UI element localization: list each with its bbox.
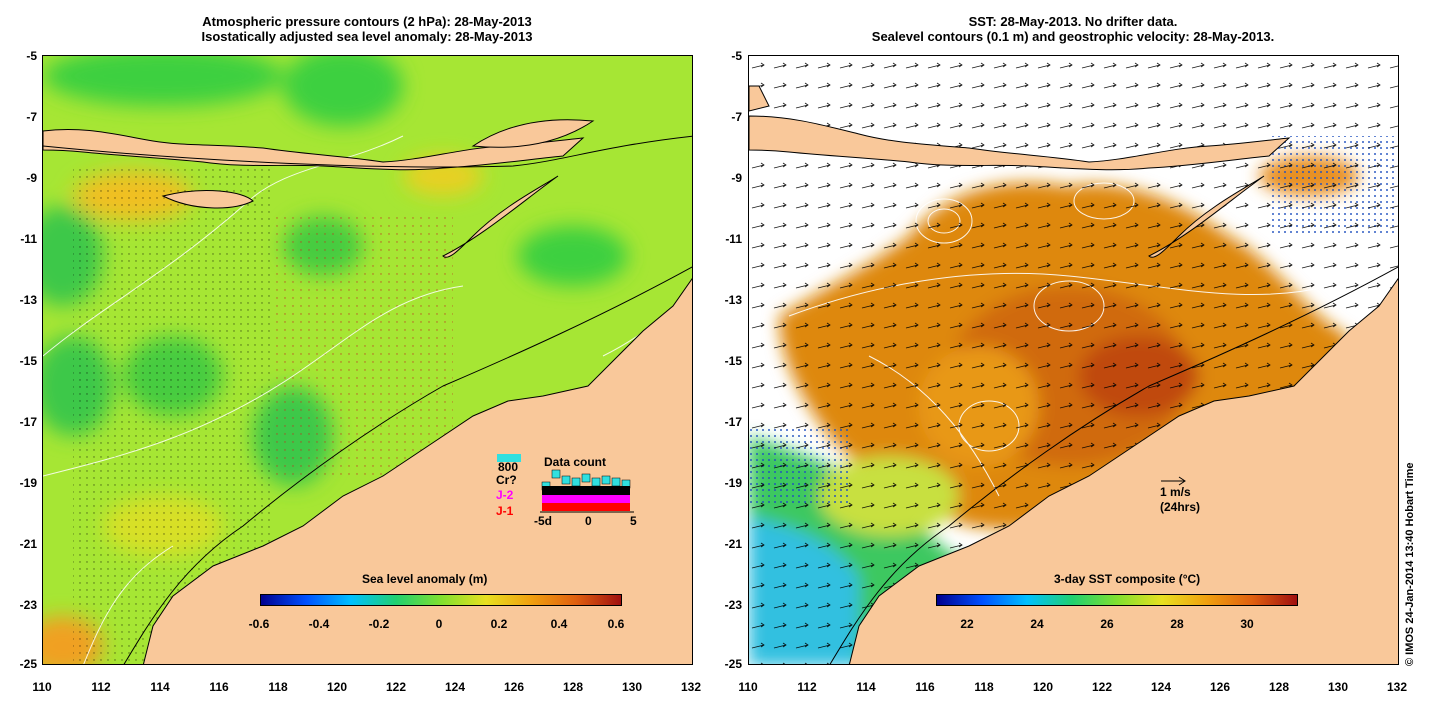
right-x-tick: 110 <box>738 680 758 694</box>
left-colorbar-label: 0.4 <box>550 617 568 631</box>
left-x-tick: 116 <box>209 680 229 694</box>
sumba-island <box>161 190 254 209</box>
right-map-sst[interactable] <box>748 55 1399 665</box>
land-masses-right <box>749 85 1398 664</box>
right-y-tick: -17 <box>724 415 742 429</box>
right-title-line1: SST: 28-May-2013. No drifter data. <box>968 14 1178 29</box>
flores-islands <box>471 119 595 148</box>
velocity-scale-label: 1 m/s <box>1160 485 1191 499</box>
right-title-line2: Sealevel contours (0.1 m) and geostrophi… <box>871 29 1275 44</box>
right-y-tick: -15 <box>724 354 742 368</box>
left-y-tick: -21 <box>19 537 37 551</box>
left-colorbar-title: Sea level anomaly (m) <box>362 572 488 586</box>
right-x-tick: 114 <box>856 680 876 694</box>
right-y-tick: -11 <box>725 232 742 246</box>
right-title: SST: 28-May-2013. No drifter data. Seale… <box>748 14 1398 44</box>
right-x-tick: 116 <box>915 680 935 694</box>
right-x-tick: 124 <box>1150 680 1172 694</box>
left-colorbar-label: 0.6 <box>607 617 625 631</box>
imos-credit: © IMOS 24-Jan-2014 13:40 Hobart Time <box>1404 462 1416 666</box>
left-y-tick: -23 <box>19 598 37 612</box>
left-colorbar-label: -0.4 <box>308 617 330 631</box>
left-x-tick: 124 <box>444 680 466 694</box>
right-colorbar-title: 3-day SST composite (°C) <box>1054 572 1201 586</box>
bars-red <box>542 503 630 511</box>
bathymetry-contour <box>43 135 692 168</box>
left-colorbar <box>260 594 622 606</box>
legend-axis-label: -5d <box>534 514 552 528</box>
left-colorbar-label: 0.2 <box>490 617 508 631</box>
velocity-scale-arrow <box>1161 476 1186 486</box>
left-title-line1: Atmospheric pressure contours (2 hPa): 2… <box>202 14 532 29</box>
legend-top-badge: 800 <box>498 460 519 474</box>
right-y-tick: -9 <box>731 171 742 185</box>
right-x-tick: 118 <box>974 680 994 694</box>
right-x-tick: 126 <box>1209 680 1231 694</box>
timor-island <box>442 175 559 258</box>
right-x-tick: 130 <box>1327 680 1349 694</box>
left-x-tick: 114 <box>150 680 170 694</box>
left-y-tick: -19 <box>19 476 37 490</box>
left-colorbar-label: 0 <box>435 617 443 631</box>
right-x-tick: 122 <box>1091 680 1113 694</box>
left-y-tick: -7 <box>26 110 37 124</box>
right-x-tick: 112 <box>797 680 817 694</box>
bars-magenta <box>542 495 630 503</box>
left-y-tick: -17 <box>19 415 37 429</box>
data-count-bars <box>540 469 634 513</box>
right-colorbar-label: 28 <box>1170 617 1184 631</box>
land-masses <box>43 119 692 664</box>
right-colorbar <box>936 594 1298 606</box>
right-y-tick: -7 <box>731 110 742 124</box>
australia-landmass <box>142 277 692 664</box>
left-y-tick: -9 <box>26 171 37 185</box>
left-x-tick: 110 <box>32 680 52 694</box>
legend-label-j1: J-1 <box>496 504 514 518</box>
right-x-tick: 128 <box>1268 680 1290 694</box>
left-map-sea-level-anomaly[interactable] <box>42 55 693 665</box>
left-title-line2: Isostatically adjusted sea level anomaly… <box>201 29 533 44</box>
nusa-tenggara-islands <box>43 128 585 171</box>
left-y-tick: -13 <box>19 293 37 307</box>
left-y-tick: -15 <box>19 354 37 368</box>
left-x-tick: 120 <box>326 680 348 694</box>
right-colorbar-label: 24 <box>1030 617 1044 631</box>
right-colorbar-label: 30 <box>1240 617 1254 631</box>
velocity-scale-sub: (24hrs) <box>1160 500 1201 514</box>
right-colorbar-label: 22 <box>960 617 974 631</box>
left-colorbar-label: -0.2 <box>368 617 390 631</box>
left-y-tick: -11 <box>20 232 37 246</box>
right-y-tick: -21 <box>724 537 742 551</box>
right-y-tick: -23 <box>724 598 742 612</box>
legend-axis-label: 5 <box>630 514 637 528</box>
left-title: Atmospheric pressure contours (2 hPa): 2… <box>42 14 692 44</box>
legend-axis-label: 0 <box>585 514 592 528</box>
left-y-tick: -25 <box>19 657 37 671</box>
left-y-tick: -5 <box>26 49 37 63</box>
right-x-tick: 132 <box>1386 680 1408 694</box>
legend-label-cr: Cr? <box>496 473 517 487</box>
right-y-tick: -25 <box>724 657 742 671</box>
right-y-tick: -19 <box>724 476 742 490</box>
left-x-tick: 118 <box>268 680 288 694</box>
left-x-tick: 130 <box>621 680 643 694</box>
right-y-tick: -5 <box>731 49 742 63</box>
legend-chart-title: Data count <box>544 455 607 469</box>
left-x-tick: 132 <box>680 680 702 694</box>
left-x-tick: 128 <box>562 680 584 694</box>
right-x-tick: 120 <box>1032 680 1054 694</box>
right-y-tick: -13 <box>724 293 742 307</box>
right-colorbar-label: 26 <box>1100 617 1114 631</box>
left-x-tick: 122 <box>385 680 407 694</box>
legend-top-badge-swatch <box>497 454 521 462</box>
legend-label-j2: J-2 <box>496 488 514 502</box>
left-colorbar-label: -0.6 <box>248 617 270 631</box>
left-x-tick: 126 <box>503 680 525 694</box>
bars-black <box>542 486 630 495</box>
left-x-tick: 112 <box>91 680 111 694</box>
